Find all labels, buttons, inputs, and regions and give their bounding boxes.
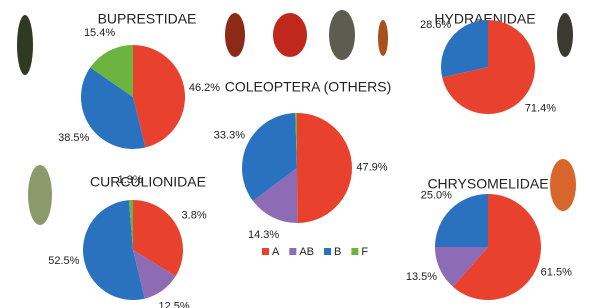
pie-value-label: 61.5% xyxy=(541,267,572,279)
pie-slice xyxy=(435,247,488,287)
legend-swatch xyxy=(324,248,332,255)
pie-value-label: 33.3% xyxy=(214,129,245,141)
pie-slice xyxy=(297,113,352,223)
pie-slice xyxy=(133,200,183,277)
pie-slice xyxy=(435,194,488,247)
pie-title: HYDRAENIDAE xyxy=(434,11,535,27)
pie-slice xyxy=(81,67,146,149)
legend-swatch xyxy=(289,248,297,255)
legend-label: AB xyxy=(299,246,314,258)
pie-slice xyxy=(295,113,297,168)
pie-value-label: 13.5% xyxy=(406,271,437,283)
pie-title: BUPRESTIDAE xyxy=(98,11,197,27)
pie-value-label: 1.3% xyxy=(118,174,143,186)
pie-value-label: 46.2% xyxy=(189,82,220,94)
pie-value-label: 71.4% xyxy=(525,103,556,115)
pie-slice xyxy=(452,194,541,300)
pie-value-label: 25.0% xyxy=(421,189,452,201)
pie-value-label: 47.9% xyxy=(356,162,387,174)
pie-slice xyxy=(242,113,297,201)
pie-slice xyxy=(252,168,298,224)
pie-value-label: 3.8% xyxy=(182,210,207,222)
pie-value-label: 12.5% xyxy=(159,301,190,308)
legend-swatch xyxy=(262,248,269,255)
pie-value-label: 28.6% xyxy=(420,19,451,31)
pie-value-label: 38.5% xyxy=(58,132,89,144)
pie-title: CHRYSOMELIDAE xyxy=(427,176,548,192)
pie-slice xyxy=(90,45,133,97)
pie-title: COLEOPTERA (OTHERS) xyxy=(225,79,391,95)
pie-slice xyxy=(441,20,488,78)
pie-value-label: 14.3% xyxy=(248,229,279,241)
pie-value-label: 52.5% xyxy=(48,255,79,267)
pie-slice xyxy=(133,250,176,299)
pie-slice xyxy=(442,20,535,114)
legend-swatch xyxy=(351,248,359,255)
pie-slice xyxy=(133,45,185,148)
pie-slice xyxy=(83,200,145,300)
legend-label: F xyxy=(361,246,368,258)
legend-label: B xyxy=(334,246,341,258)
legend-label: A xyxy=(272,246,280,258)
pie-value-label: 15.4% xyxy=(84,27,115,39)
beetle-illustrations xyxy=(17,10,576,225)
pie-slice xyxy=(128,200,133,250)
pie-title: CURCULIONIDAE xyxy=(90,174,206,190)
